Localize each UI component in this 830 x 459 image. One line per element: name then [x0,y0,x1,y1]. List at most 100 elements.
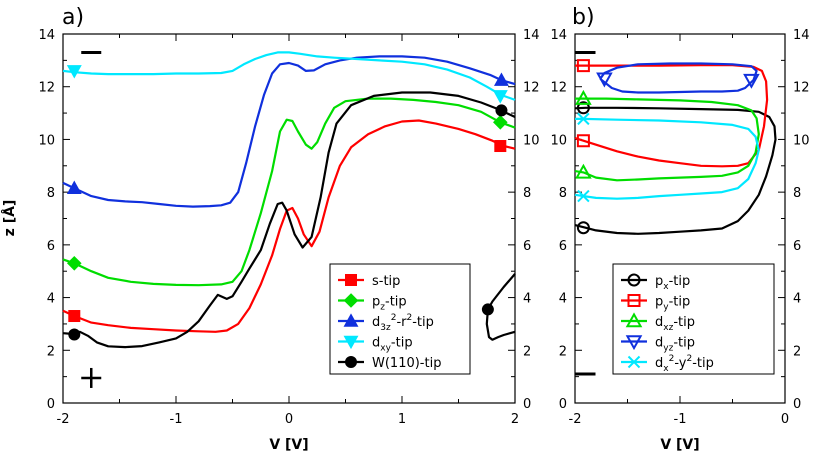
y-axis-label: z [Å] [1,200,18,237]
x-tick-label: -1 [674,412,687,427]
legend-marker [343,293,359,308]
series-line-a-4 [62,91,516,349]
legend-marker [345,356,357,368]
y-tick-label-right: 6 [523,239,531,254]
legend-marker [343,313,359,327]
y-tick-label: 6 [47,239,55,254]
series-marker-b-2 [575,89,592,105]
series-marker-a-2 [66,180,82,194]
legend-marker [345,274,357,286]
legend-marker [625,335,643,351]
x-tick-label: 1 [398,412,406,427]
series-marker-a-0 [68,310,81,323]
y-tick-label-right: 10 [793,133,810,148]
legend-marker [625,312,643,328]
series-line-b-4 [574,117,760,200]
series-marker-b-2 [575,163,592,179]
y-tick-label: 12 [550,81,567,96]
y-tick-label: 12 [38,81,55,96]
legend-marker [627,273,641,287]
series-line-b-0 [574,106,777,235]
x-tick-label: -2 [57,412,70,427]
y-tick-label: 8 [559,186,567,201]
legend-label: pz-tip [372,295,407,313]
y-tick-label: 6 [559,239,567,254]
y-tick-label: 0 [559,397,567,412]
legend-label: dyz-tip [655,336,695,354]
series-line-a-3 [62,51,516,101]
x-tick-label: -2 [569,412,582,427]
legend-label: dxy-tip [372,336,413,354]
legend-label: py-tip [655,295,690,313]
legend-label: d3z2-r2-tip [372,313,434,333]
y-tick-label-right: 14 [793,28,810,43]
y-tick-label: 10 [38,133,55,148]
series-marker-b-0 [576,101,590,115]
legend-label: W(110)-tip [372,356,441,371]
series-marker-a-5 [481,303,494,316]
x-tick-label: 0 [781,412,789,427]
series-marker-a-2 [493,72,509,86]
series-marker-a-4 [68,328,81,341]
y-tick-label-right: 8 [793,186,801,201]
series-marker-b-1 [576,59,590,73]
series-marker-b-4 [577,112,590,126]
series-marker-b-1 [576,134,590,148]
legend-label: px-tip [655,274,690,292]
series-marker-a-3 [492,90,508,104]
y-tick-label-right: 10 [523,133,540,148]
y-tick-label-right: 12 [523,81,540,96]
legend-marker [627,294,641,307]
y-tick-label-right: 4 [523,292,531,307]
legend-marker [627,355,641,369]
y-tick-label-right: 2 [523,344,531,359]
series-marker-b-0 [576,221,590,235]
x-tick-label: -1 [170,412,183,427]
y-tick-label-right: 0 [523,397,531,412]
legend-label: s-tip [372,274,400,289]
series-marker-a-3 [66,65,82,79]
y-tick-label-right: 0 [793,397,801,412]
y-tick-label: 14 [550,28,567,43]
panel-b-xlabel: V [V] [660,437,699,453]
y-tick-label: 14 [38,28,55,43]
x-tick-label: 0 [285,412,293,427]
y-tick-label: 4 [47,292,55,307]
y-tick-label: 8 [47,186,55,201]
series-line-a-0 [62,119,516,333]
y-tick-label-right: 12 [793,81,810,96]
panel-a-xlabel: V [V] [269,437,308,453]
series-line-a-1 [62,97,516,287]
series-marker-a-4 [495,104,508,117]
y-tick-label: 0 [47,397,55,412]
series-marker-a-1 [493,114,508,130]
panel-a-label: a) [62,5,84,30]
legend-label: dxz-tip [655,315,695,333]
series-line-b-3 [599,62,758,94]
y-tick-label-right: 6 [793,239,801,254]
legend-marker [343,335,359,350]
y-tick-label-right: 2 [793,344,801,359]
series-marker-a-0 [494,140,507,153]
series-line-b-2 [574,97,760,182]
legend-label: dx2-y2-tip [655,354,714,374]
panel-b-label: b) [572,5,595,30]
y-tick-label: 4 [559,292,567,307]
series-marker-b-3 [596,72,613,88]
y-tick-label-right: 14 [523,28,540,43]
y-tick-label: 10 [550,133,567,148]
y-tick-label-right: 4 [793,292,801,307]
y-tick-label-right: 8 [523,186,531,201]
x-tick-label: 2 [511,412,519,427]
series-marker-b-4 [577,189,590,203]
series-marker-a-1 [66,256,82,271]
series-marker-b-3 [743,73,760,89]
series-line-a-2 [62,55,516,208]
series-line-a-5 [485,273,516,341]
y-tick-label: 2 [47,344,55,359]
